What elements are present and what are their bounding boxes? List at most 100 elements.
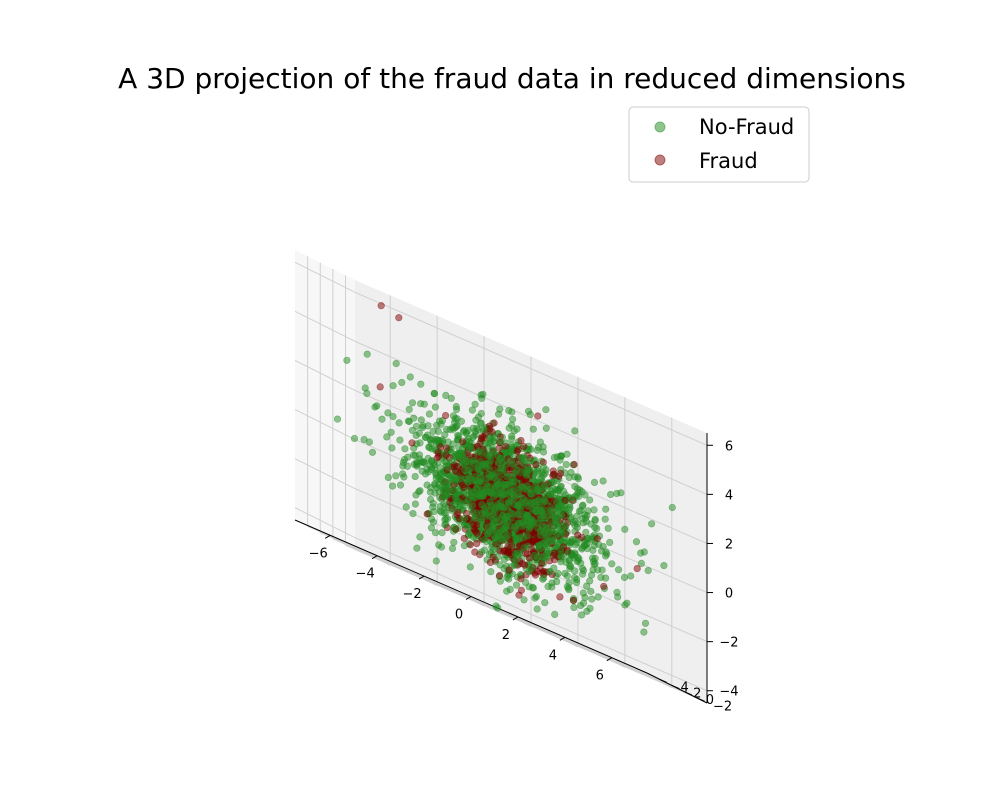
point-no-fraud: [606, 490, 615, 499]
point-no-fraud: [497, 454, 506, 463]
point-no-fraud: [549, 537, 557, 545]
point-no-fraud: [411, 500, 420, 508]
point-no-fraud: [490, 545, 498, 553]
point-no-fraud: [574, 473, 582, 481]
point-fraud: [408, 439, 416, 447]
point-no-fraud: [439, 487, 447, 496]
point-no-fraud: [441, 521, 449, 529]
point-no-fraud: [387, 428, 395, 436]
point-no-fraud: [437, 543, 446, 551]
point-no-fraud: [396, 436, 404, 444]
point-no-fraud: [601, 574, 610, 582]
point-no-fraud: [496, 528, 504, 536]
point-no-fraud: [588, 595, 596, 603]
point-no-fraud: [450, 486, 458, 494]
point-no-fraud: [452, 493, 460, 501]
point-no-fraud: [429, 518, 438, 526]
data-points: [333, 302, 676, 636]
point-no-fraud: [587, 571, 596, 579]
point-no-fraud: [522, 512, 530, 521]
point-no-fraud: [613, 588, 621, 596]
point-no-fraud: [396, 481, 405, 489]
point-no-fraud: [464, 478, 472, 486]
point-no-fraud: [557, 452, 565, 460]
point-no-fraud: [604, 524, 612, 532]
point-no-fraud: [417, 380, 425, 388]
point-no-fraud: [530, 551, 538, 560]
point-no-fraud: [565, 473, 573, 482]
point-no-fraud: [591, 517, 599, 525]
x-tick-label: −4: [356, 567, 375, 582]
point-fraud: [496, 571, 504, 580]
point-no-fraud: [546, 567, 554, 576]
point-no-fraud: [488, 525, 497, 534]
point-no-fraud: [541, 599, 549, 607]
point-no-fraud: [562, 558, 570, 566]
point-no-fraud: [527, 499, 535, 508]
point-no-fraud: [480, 508, 488, 516]
point-no-fraud: [486, 473, 494, 481]
point-no-fraud: [426, 443, 434, 452]
point-no-fraud: [506, 488, 514, 496]
point-no-fraud: [388, 444, 396, 452]
point-no-fraud: [508, 408, 516, 416]
point-no-fraud: [432, 557, 440, 565]
point-no-fraud: [571, 427, 579, 435]
point-fraud: [600, 582, 608, 590]
point-no-fraud: [505, 424, 513, 432]
point-no-fraud: [513, 425, 521, 433]
z-tick-label: 4: [725, 488, 733, 503]
point-no-fraud: [442, 391, 450, 400]
point-no-fraud: [641, 619, 650, 627]
y-gridline-floor: [307, 525, 660, 680]
legend-label-fraud: Fraud: [699, 149, 758, 173]
z-tick-label: 6: [725, 439, 733, 454]
point-no-fraud: [350, 434, 359, 443]
point-no-fraud: [383, 433, 391, 441]
point-no-fraud: [477, 518, 486, 526]
point-no-fraud: [429, 427, 437, 435]
point-no-fraud: [438, 495, 446, 503]
point-no-fraud: [565, 505, 573, 514]
point-no-fraud: [409, 509, 417, 518]
point-no-fraud: [469, 508, 477, 517]
point-no-fraud: [453, 415, 461, 423]
point-no-fraud: [401, 445, 409, 453]
point-no-fraud: [532, 481, 540, 489]
point-fraud: [517, 436, 525, 445]
z-gridline-left: [294, 507, 356, 539]
point-no-fraud: [343, 356, 351, 364]
point-fraud: [437, 443, 445, 451]
point-no-fraud: [483, 451, 491, 460]
x-tick-label: −6: [309, 546, 328, 561]
legend-marker-no-fraud: [654, 121, 666, 133]
point-no-fraud: [594, 593, 602, 601]
y-tick: [697, 697, 705, 702]
point-no-fraud: [491, 433, 499, 442]
point-no-fraud: [602, 505, 610, 513]
point-no-fraud: [637, 559, 646, 568]
point-no-fraud: [465, 443, 473, 452]
x-tick: [418, 575, 425, 580]
point-no-fraud: [497, 438, 505, 446]
point-no-fraud: [483, 487, 491, 495]
point-no-fraud: [431, 403, 440, 411]
point-no-fraud: [570, 603, 578, 612]
point-no-fraud: [507, 496, 515, 505]
point-fraud: [578, 533, 586, 541]
point-no-fraud: [532, 592, 541, 601]
point-no-fraud: [620, 573, 629, 582]
point-no-fraud: [549, 512, 558, 520]
point-no-fraud: [361, 384, 369, 392]
point-no-fraud: [448, 424, 457, 432]
point-fraud: [517, 586, 526, 594]
point-no-fraud: [389, 382, 397, 390]
point-no-fraud: [599, 477, 607, 485]
point-no-fraud: [613, 489, 621, 498]
point-fraud: [593, 535, 601, 543]
point-no-fraud: [450, 538, 458, 546]
y-tick: [684, 691, 693, 696]
point-no-fraud: [455, 452, 463, 460]
point-no-fraud: [448, 506, 456, 514]
point-no-fraud: [437, 420, 445, 428]
